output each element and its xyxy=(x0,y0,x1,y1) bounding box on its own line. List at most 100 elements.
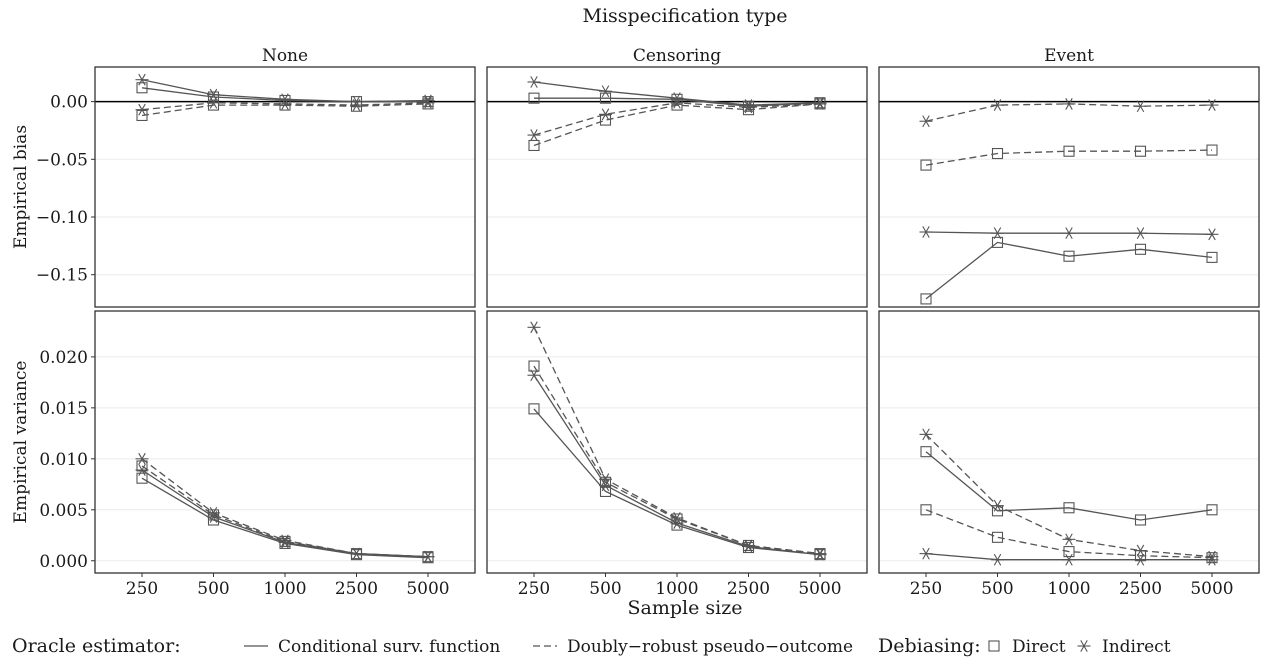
series-line xyxy=(533,408,821,556)
legend-item-label: Direct xyxy=(1012,637,1066,657)
series-2 xyxy=(136,460,434,563)
data-point-square-marker xyxy=(599,92,612,104)
data-point-square-marker xyxy=(136,460,148,472)
legend-title: Oracle estimator: xyxy=(12,635,181,657)
data-point-square-marker xyxy=(136,82,148,94)
x-tick-label: 2500 xyxy=(335,579,378,599)
series-line xyxy=(533,374,821,556)
x-tick-label: 500 xyxy=(197,579,229,599)
data-point-square-marker xyxy=(1134,145,1147,157)
data-point-square-marker xyxy=(599,114,612,126)
series-line xyxy=(141,103,429,117)
data-point-square-marker xyxy=(1134,243,1147,255)
data-point-square-marker xyxy=(1206,251,1218,263)
series-line xyxy=(534,97,821,107)
data-point-asterisk-marker xyxy=(1062,553,1076,566)
data-point-asterisk-marker xyxy=(919,428,933,441)
data-point-asterisk-marker xyxy=(991,99,1004,111)
data-point-asterisk-stroke-2 xyxy=(993,99,1002,111)
data-point-square-marker xyxy=(1063,250,1075,262)
data-point-asterisk-stroke-2 xyxy=(1065,553,1073,566)
data-point-asterisk-marker xyxy=(599,473,612,486)
x-tick-label: 250 xyxy=(126,579,158,599)
data-point-asterisk-stroke-2 xyxy=(424,96,432,109)
x-axis-label: Sample size xyxy=(628,597,743,619)
data-point-asterisk-stroke-2 xyxy=(1136,100,1145,113)
data-point-asterisk-marker xyxy=(670,92,684,105)
data-point-square-marker xyxy=(599,476,612,488)
panel-event-row-0: Event xyxy=(878,46,1260,308)
data-point-asterisk-stroke-2 xyxy=(673,517,681,529)
series-2 xyxy=(528,360,826,560)
data-point-asterisk-marker xyxy=(421,96,435,109)
series-0 xyxy=(528,403,826,561)
data-point-asterisk-marker xyxy=(1205,99,1219,111)
data-point-asterisk-marker xyxy=(350,99,363,111)
series-2 xyxy=(920,144,1218,171)
data-point-asterisk-stroke-2 xyxy=(922,115,930,128)
data-point-asterisk-marker xyxy=(742,539,755,552)
x-tick-label: 250 xyxy=(910,579,942,599)
facet-strip-label: None xyxy=(262,46,308,66)
series-line xyxy=(533,365,821,555)
data-point-asterisk-marker xyxy=(991,553,1004,566)
data-point-asterisk-marker xyxy=(527,76,541,88)
data-point-square-marker xyxy=(1206,552,1218,564)
panel-censoring-row-0: Censoring xyxy=(486,46,868,308)
legend: Oracle estimator: Conditional surv. funct… xyxy=(12,635,1171,657)
data-point-square-marker xyxy=(1063,502,1075,514)
data-point-square-marker xyxy=(920,293,932,305)
series-0 xyxy=(136,472,434,564)
data-point-asterisk-stroke-2 xyxy=(1136,227,1145,240)
data-point-asterisk-marker xyxy=(421,550,435,563)
data-point-asterisk-marker xyxy=(1062,227,1076,240)
x-tick-label: 500 xyxy=(589,579,621,599)
data-point-square-marker xyxy=(742,104,755,116)
data-point-asterisk-marker xyxy=(813,547,827,560)
data-point-asterisk-marker xyxy=(919,115,933,128)
data-point-asterisk-marker xyxy=(1205,550,1219,563)
data-point-square-marker xyxy=(207,509,220,521)
data-point-square-marker xyxy=(920,504,932,516)
panel-border xyxy=(878,66,1260,308)
data-point-asterisk-marker xyxy=(278,534,292,547)
data-point-square-marker xyxy=(528,403,540,415)
data-point-asterisk-stroke-2 xyxy=(673,512,681,524)
data-point-asterisk-stroke-2 xyxy=(922,547,930,560)
data-point-asterisk-stroke-2 xyxy=(1208,550,1216,563)
legend-item-label: Doubly−robust pseudo−outcome xyxy=(567,637,853,657)
data-point-asterisk-stroke-2 xyxy=(138,452,146,465)
data-point-asterisk-stroke-2 xyxy=(1208,99,1216,111)
data-point-asterisk-marker xyxy=(1134,100,1147,113)
series-3 xyxy=(527,321,827,560)
data-point-asterisk-stroke-2 xyxy=(209,96,218,109)
data-point-asterisk-stroke-2 xyxy=(601,473,610,486)
data-point-asterisk-stroke-2 xyxy=(993,553,1002,566)
data-point-square-marker xyxy=(1063,145,1075,157)
data-point-asterisk-stroke-2 xyxy=(744,539,753,552)
data-point-square-marker xyxy=(136,472,148,484)
panel-none-row-1: 0.000 0.005 0.010 0.015 0.020 250 500 1000 2500 5… xyxy=(39,310,476,599)
x-tick-label: 5000 xyxy=(1190,579,1233,599)
data-point-asterisk-marker xyxy=(207,506,220,519)
data-point-asterisk-marker xyxy=(1134,227,1147,240)
y-axis-label-row-1: Empirical variance xyxy=(11,361,31,524)
data-point-asterisk-marker xyxy=(278,93,292,106)
data-point-square-marker xyxy=(528,139,540,152)
data-point-square-marker xyxy=(1134,514,1147,526)
x-tick-label: 2500 xyxy=(727,579,770,599)
data-point-asterisk-marker xyxy=(670,512,684,524)
data-point-asterisk-stroke-2 xyxy=(1065,533,1073,546)
series-3 xyxy=(135,452,435,563)
data-point-asterisk-marker xyxy=(1134,544,1147,557)
data-point-asterisk-stroke-2 xyxy=(601,108,610,121)
data-point-asterisk-marker xyxy=(278,98,292,110)
data-point-asterisk-marker xyxy=(919,226,933,238)
y-tick-label: −0.05 xyxy=(36,150,88,170)
y-tick-label: 0.005 xyxy=(39,501,88,521)
legend-key-asterisk-marker xyxy=(1077,640,1091,652)
data-point-asterisk-stroke-2 xyxy=(281,534,289,547)
data-point-asterisk-stroke-2 xyxy=(922,428,930,441)
panel-event-row-1: 250 500 1000 2500 5000 xyxy=(878,310,1260,599)
